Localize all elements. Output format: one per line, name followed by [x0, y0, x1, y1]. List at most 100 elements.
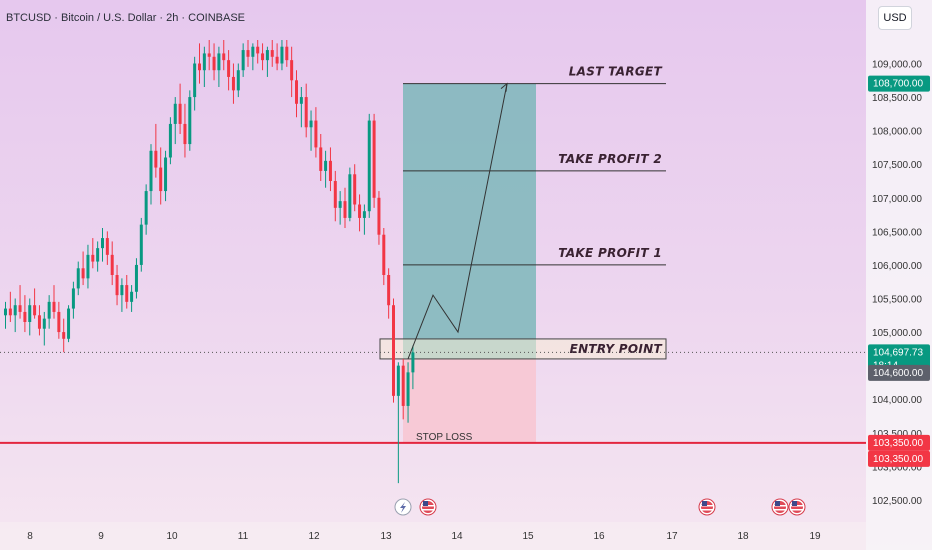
- price-tick-label: 107,500.00: [872, 160, 922, 171]
- price-tick-label: 108,000.00: [872, 127, 922, 138]
- candle-body: [275, 56, 279, 64]
- candle-body: [387, 275, 391, 306]
- price-tick-label: 107,000.00: [872, 194, 922, 205]
- candle-body: [309, 120, 313, 128]
- candle-body: [91, 254, 95, 262]
- candle-body: [4, 308, 7, 316]
- candle-body: [71, 288, 75, 309]
- candle-body: [37, 315, 41, 329]
- date-tick-label: 8: [27, 531, 33, 542]
- candle-body: [144, 191, 148, 225]
- candle-body: [164, 157, 168, 192]
- candle-body: [23, 311, 27, 322]
- take-profit-1-label: TAKE PROFIT 1: [558, 246, 662, 260]
- candle-body: [314, 120, 318, 148]
- price-tick-label: 105,000.00: [872, 328, 922, 339]
- stop-price-tag-2-text: 103,350.00: [873, 454, 923, 465]
- price-tick-label: 105,500.00: [872, 295, 922, 306]
- candle-body: [168, 123, 172, 158]
- candle-body: [33, 305, 37, 316]
- take-profit-2-label: TAKE PROFIT 2: [558, 152, 662, 166]
- candle-body: [358, 204, 362, 218]
- candle-body: [28, 305, 32, 322]
- entry-price-tag: [868, 364, 930, 381]
- price-tick-label: 109,000.00: [872, 60, 922, 71]
- date-tick-label: 11: [238, 531, 249, 542]
- stop-loss-label: STOP LOSS: [416, 432, 473, 443]
- candle-body: [207, 53, 211, 57]
- candle-body: [139, 224, 143, 265]
- price-tick-label: 103,000.00: [872, 462, 922, 473]
- candle-body: [295, 80, 298, 104]
- candle-body: [62, 332, 66, 339]
- date-tick-label: 17: [666, 531, 678, 542]
- candle-body: [285, 46, 289, 61]
- candle-body: [76, 268, 80, 289]
- price-tick-label: 104,000.00: [872, 395, 922, 406]
- candle-body: [125, 285, 129, 302]
- candle-body: [222, 53, 226, 61]
- target-zone: [403, 83, 536, 359]
- candle-body: [382, 234, 386, 275]
- candle-body: [110, 254, 114, 275]
- price-tick-label: 106,500.00: [872, 227, 922, 238]
- candle-body: [304, 97, 308, 128]
- candle-body: [183, 123, 187, 145]
- candle-body: [96, 248, 100, 262]
- stop-price-tag-text: 103,350.00: [873, 438, 923, 449]
- candle-body: [290, 60, 294, 81]
- candle-body: [101, 238, 104, 249]
- candle-body: [149, 150, 153, 192]
- candle-body: [261, 53, 265, 61]
- candle-body: [319, 147, 323, 171]
- flag-stripe: [791, 509, 803, 511]
- candle-body: [57, 311, 61, 333]
- candle-body: [81, 268, 85, 279]
- price-tick-label: 106,000.00: [872, 261, 922, 272]
- projection-arrowhead: [500, 82, 508, 92]
- candle-body: [348, 174, 352, 218]
- flag-canton: [792, 501, 797, 506]
- entry-point-label: ENTRY POINT: [570, 342, 663, 356]
- candle-body: [134, 264, 138, 292]
- candle-body: [411, 352, 415, 373]
- time-axis-panel[interactable]: [0, 522, 866, 550]
- candle-body: [324, 160, 328, 171]
- candle-body: [353, 174, 357, 205]
- candle-body: [173, 103, 177, 124]
- price-tick-label: 103,500.00: [872, 429, 922, 440]
- candle-body: [212, 56, 216, 71]
- candle-body: [115, 275, 119, 296]
- candle-body: [120, 285, 124, 296]
- flag-stripe: [422, 509, 434, 511]
- candle-body: [67, 308, 71, 339]
- last-target-label: LAST TARGET: [569, 65, 663, 79]
- candle-body: [227, 60, 231, 77]
- date-tick-label: 10: [166, 531, 178, 542]
- date-tick-label: 18: [737, 531, 749, 542]
- candle-body: [193, 63, 197, 98]
- candle-body: [159, 167, 163, 192]
- candle-body: [52, 301, 56, 312]
- candle-body: [372, 120, 376, 198]
- candle-body: [42, 318, 46, 329]
- candle-body: [105, 238, 109, 255]
- entry-point-box: [379, 338, 667, 360]
- currency-button[interactable]: USD: [878, 6, 912, 30]
- date-tick-label: 16: [593, 531, 605, 542]
- flag-canton: [775, 501, 780, 506]
- stop-zone: [403, 358, 536, 443]
- entry-price-tag-text: 104,600.00: [873, 368, 923, 379]
- candle-body: [396, 365, 400, 396]
- price-tick-label: 102,500.00: [872, 496, 922, 507]
- flag-canton: [423, 501, 428, 506]
- price-tick-label: 108,500.00: [872, 93, 922, 104]
- candle-body: [8, 308, 12, 316]
- stop-price-tag-2: [868, 450, 930, 467]
- candle-body: [343, 201, 347, 218]
- candle-body: [130, 291, 134, 302]
- candle-body: [202, 53, 206, 71]
- lightning-icon: [400, 502, 406, 513]
